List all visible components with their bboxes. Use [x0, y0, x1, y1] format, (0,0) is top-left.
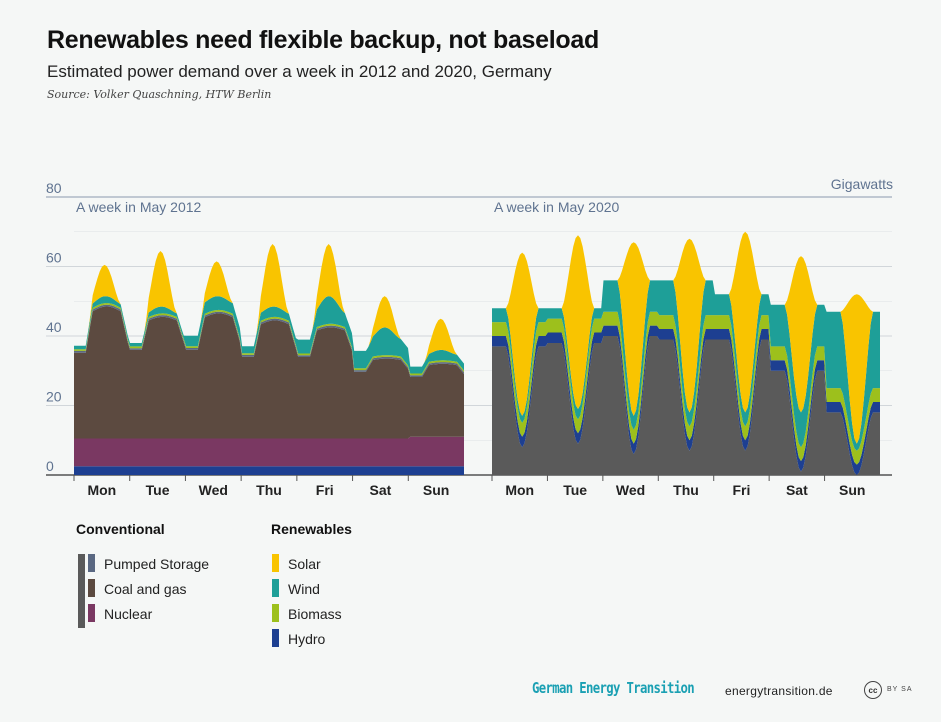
- legend-swatch-wind: [272, 579, 279, 597]
- footer-url: energytransition.de: [725, 684, 833, 698]
- day-label-2012-mon: Mon: [87, 482, 116, 498]
- day-label-2020-fri: Fri: [732, 482, 750, 498]
- day-label-2020-thu: Thu: [673, 482, 699, 498]
- day-label-2020-sun: Sun: [839, 482, 865, 498]
- y-tick-label-60: 60: [46, 250, 62, 266]
- day-label-2020-tue: Tue: [563, 482, 587, 498]
- legend-label-biomass: Biomass: [288, 606, 342, 622]
- legend-swatch-biomass: [272, 604, 279, 622]
- day-label-2012-sat: Sat: [370, 482, 392, 498]
- area-2012-coal: [74, 306, 464, 439]
- area-2012-hydro: [74, 466, 464, 475]
- day-label-2012-fri: Fri: [316, 482, 334, 498]
- day-label-2020-mon: Mon: [505, 482, 534, 498]
- panel-label-2020: A week in May 2020: [494, 199, 620, 215]
- day-label-2012-tue: Tue: [146, 482, 170, 498]
- chart-title: Renewables need flexible backup, not bas…: [47, 26, 599, 54]
- y-tick-label-80: 80: [46, 180, 62, 196]
- area-2012-wind: [74, 296, 464, 374]
- area-2020-biomass: [492, 311, 880, 465]
- legend-swatch-pumped: [88, 554, 95, 572]
- day-label-2020-sat: Sat: [786, 482, 808, 498]
- legend-label-wind: Wind: [288, 581, 320, 597]
- panel-label-2012: A week in May 2012: [76, 199, 202, 215]
- legend-heading-conventional: Conventional: [76, 521, 165, 537]
- y-tick-label-0: 0: [46, 458, 54, 474]
- legend-label-nuclear: Nuclear: [104, 606, 153, 622]
- chart-subtitle: Estimated power demand over a week in 20…: [47, 62, 552, 81]
- legend-swatch-hydro: [272, 629, 279, 647]
- cc-license-icon: cc: [864, 681, 882, 699]
- day-label-2012-wed: Wed: [199, 482, 228, 498]
- day-label-2012-thu: Thu: [256, 482, 282, 498]
- y-tick-label-20: 20: [46, 389, 62, 405]
- legend-label-hydro: Hydro: [288, 631, 326, 647]
- area-2020-solar: [492, 231, 880, 444]
- footer-brand-logo: German Energy Transition: [532, 679, 695, 697]
- legend-label-pumped: Pumped Storage: [104, 556, 210, 572]
- legend-heading-renewables: Renewables: [271, 521, 352, 537]
- day-label-2012-sun: Sun: [423, 482, 449, 498]
- area-2012-solar: [74, 244, 464, 367]
- unit-label: Gigawatts: [831, 176, 893, 192]
- legend-swatch-nuclear: [88, 604, 95, 622]
- day-label-2020-wed: Wed: [616, 482, 645, 498]
- area-2020-wind: [492, 280, 880, 451]
- y-tick-label-40: 40: [46, 319, 62, 335]
- legend-label-solar: Solar: [288, 556, 321, 572]
- legend-swatch-solar: [272, 554, 279, 572]
- area-2020-conventional: [492, 336, 880, 475]
- legend-swatch-conventional-2020: [78, 554, 85, 628]
- cc-license-text: BY SA: [887, 686, 913, 693]
- area-2012-nuclear: [74, 436, 464, 467]
- legend-label-coal: Coal and gas: [104, 581, 187, 597]
- chart-source: Source: Volker Quaschning, HTW Berlin: [47, 88, 272, 101]
- legend-swatch-coal: [88, 579, 95, 597]
- area-2020-hydro: [492, 325, 880, 475]
- power-demand-chart: 0 20 40 60 80 Gigawatts A week in May 2012 Mon T…: [46, 176, 893, 498]
